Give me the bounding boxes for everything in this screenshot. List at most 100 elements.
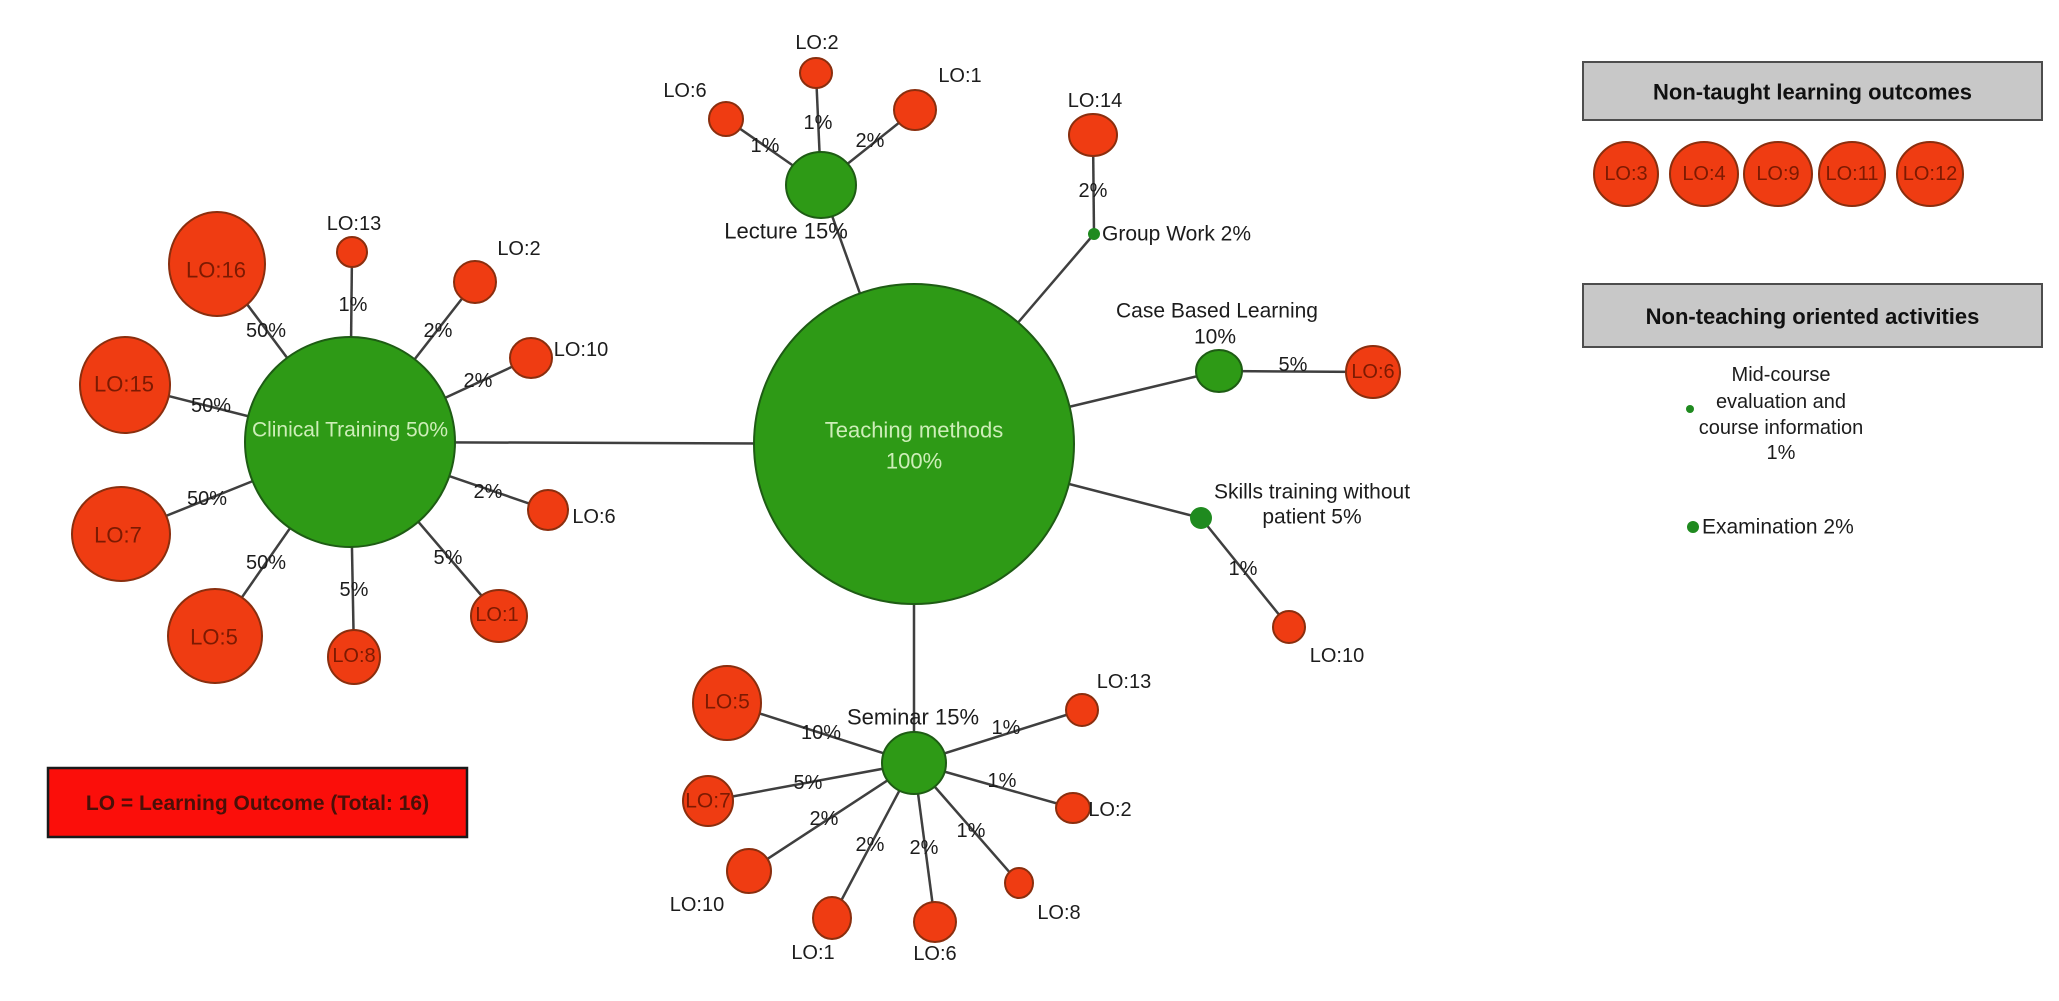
node-nt-lo11 — [1818, 141, 1886, 207]
label-ct-lo15: LO:15 — [94, 372, 154, 397]
edge-label-lec-lo6: 1% — [751, 135, 780, 157]
node-ct-lo13 — [336, 236, 368, 268]
node-examination-dot — [1687, 521, 1699, 533]
node-skills-training-dot — [1190, 507, 1212, 529]
edge-label-ct-lo1: 5% — [434, 547, 463, 569]
legend-label: LO = Learning Outcome (Total: 16) — [86, 792, 429, 815]
node-nt-lo3 — [1593, 141, 1659, 207]
label-nt-lo11: LO:11 — [1826, 163, 1879, 185]
node-group-work-dot — [1088, 228, 1100, 240]
label-teaching-methods: Teaching methods — [825, 418, 1004, 443]
label-sem-lo8: LO:8 — [1037, 902, 1080, 924]
node-case-based-learning — [1195, 349, 1243, 393]
edge-label-lec-lo1: 2% — [856, 130, 885, 152]
node-sem-lo8 — [1004, 867, 1034, 899]
edge-label-ct-lo13: 1% — [339, 294, 368, 316]
label-nt-lo4: LO:4 — [1682, 163, 1725, 185]
node-sem-lo1 — [812, 896, 852, 940]
node-sem-lo7 — [682, 775, 734, 827]
edge-label-ct-lo15: 50% — [191, 395, 231, 417]
edge-label-gw-lo14: 2% — [1079, 180, 1108, 202]
edge-label-sem-lo13: 1% — [992, 717, 1021, 739]
edge-label-sem-lo2: 1% — [988, 770, 1017, 792]
node-ct-lo8 — [327, 629, 381, 685]
node-seminar — [881, 731, 947, 795]
non-teaching-header-label: Non-teaching oriented activities — [1646, 304, 1980, 329]
label-lecture: Lecture 15% — [724, 219, 848, 244]
node-lec-lo1 — [893, 89, 937, 131]
node-nt-lo12 — [1896, 141, 1964, 207]
label-sem-lo13: LO:13 — [1097, 671, 1151, 693]
label-sem-lo5: LO:5 — [704, 691, 750, 714]
edge-seminar-lo7 — [707, 761, 915, 803]
label-midcourse-line1: Mid-course — [1732, 364, 1831, 386]
label-ct-lo16: LO:16 — [186, 258, 246, 283]
label-cbl-line1: Case Based Learning — [1116, 300, 1318, 323]
node-clinical-training — [244, 336, 456, 548]
label-ct-lo6: LO:6 — [572, 506, 615, 528]
edge-label-ct-lo6: 2% — [474, 481, 503, 503]
node-lecture — [785, 151, 857, 219]
node-lec-lo6 — [708, 101, 744, 137]
edge-label-sk-lo10: 1% — [1229, 558, 1258, 580]
label-sk-lo10: LO:10 — [1310, 645, 1364, 667]
label-sem-lo2: LO:2 — [1088, 799, 1131, 821]
node-ct-lo16 — [168, 211, 266, 317]
edge-label-sem-lo8: 1% — [957, 820, 986, 842]
label-midcourse-line2: evaluation and — [1716, 391, 1846, 413]
node-sem-lo5 — [692, 665, 762, 741]
label-sem-lo1: LO:1 — [791, 942, 834, 964]
label-sem-lo7: LO:7 — [685, 790, 731, 813]
label-group-work: Group Work 2% — [1102, 223, 1251, 246]
edge-label-ct-lo10: 2% — [464, 370, 493, 392]
label-ct-lo8: LO:8 — [332, 645, 375, 667]
node-sk-lo10 — [1272, 610, 1306, 644]
edge-label-lec-lo2: 1% — [804, 112, 833, 134]
label-sem-lo6: LO:6 — [913, 943, 956, 965]
non-taught-header-label: Non-taught learning outcomes — [1653, 80, 1972, 105]
node-cbl-lo6 — [1345, 345, 1401, 399]
label-midcourse-line4: 1% — [1767, 442, 1796, 464]
node-sem-lo10 — [726, 848, 772, 894]
label-cbl-line2: 10% — [1194, 326, 1236, 349]
label-skills-line1: Skills training without — [1214, 481, 1410, 504]
label-ct-lo1: LO:1 — [475, 604, 518, 626]
node-lec-lo2 — [799, 57, 833, 89]
label-nt-lo12: LO:12 — [1903, 163, 1957, 185]
node-ct-lo7 — [71, 486, 171, 582]
edge-label-ct-lo8: 5% — [340, 579, 369, 601]
edge-seminar-lo10 — [748, 761, 915, 873]
label-nt-lo3: LO:3 — [1604, 163, 1647, 185]
label-ct-lo2: LO:2 — [497, 238, 540, 260]
edge-label-sem-lo5: 10% — [801, 722, 841, 744]
label-skills-line2: patient 5% — [1262, 506, 1361, 529]
node-ct-lo6 — [527, 489, 569, 531]
node-sem-lo2 — [1055, 792, 1091, 824]
edge-label-ct-lo5: 50% — [246, 552, 286, 574]
node-sem-lo13 — [1065, 693, 1099, 727]
node-nt-lo4 — [1669, 141, 1739, 207]
node-ct-lo15 — [79, 336, 171, 434]
label-lec-lo1: LO:1 — [938, 65, 981, 87]
edge-label-cbl-lo6: 5% — [1279, 354, 1308, 376]
label-clinical-training: Clinical Training 50% — [252, 419, 448, 442]
node-nt-lo9 — [1743, 141, 1813, 207]
label-seminar: Seminar 15% — [847, 705, 979, 730]
label-ct-lo13: LO:13 — [327, 213, 381, 235]
edge-skills-lo10 — [1200, 517, 1290, 628]
edge-label-sem-lo7: 5% — [794, 772, 823, 794]
edge-label-ct-lo2: 2% — [424, 320, 453, 342]
label-midcourse-line3: course information — [1699, 417, 1864, 439]
label-ct-lo5: LO:5 — [190, 625, 238, 650]
label-nt-lo9: LO:9 — [1756, 163, 1799, 185]
label-examination: Examination 2% — [1702, 516, 1854, 539]
edge-label-sem-lo6: 2% — [910, 837, 939, 859]
node-ct-lo2 — [453, 260, 497, 304]
node-ct-lo10 — [509, 337, 553, 379]
node-sem-lo6 — [913, 901, 957, 943]
label-lec-lo6: LO:6 — [663, 80, 706, 102]
non-taught-header — [1582, 61, 2043, 121]
node-teaching-methods — [753, 283, 1075, 605]
